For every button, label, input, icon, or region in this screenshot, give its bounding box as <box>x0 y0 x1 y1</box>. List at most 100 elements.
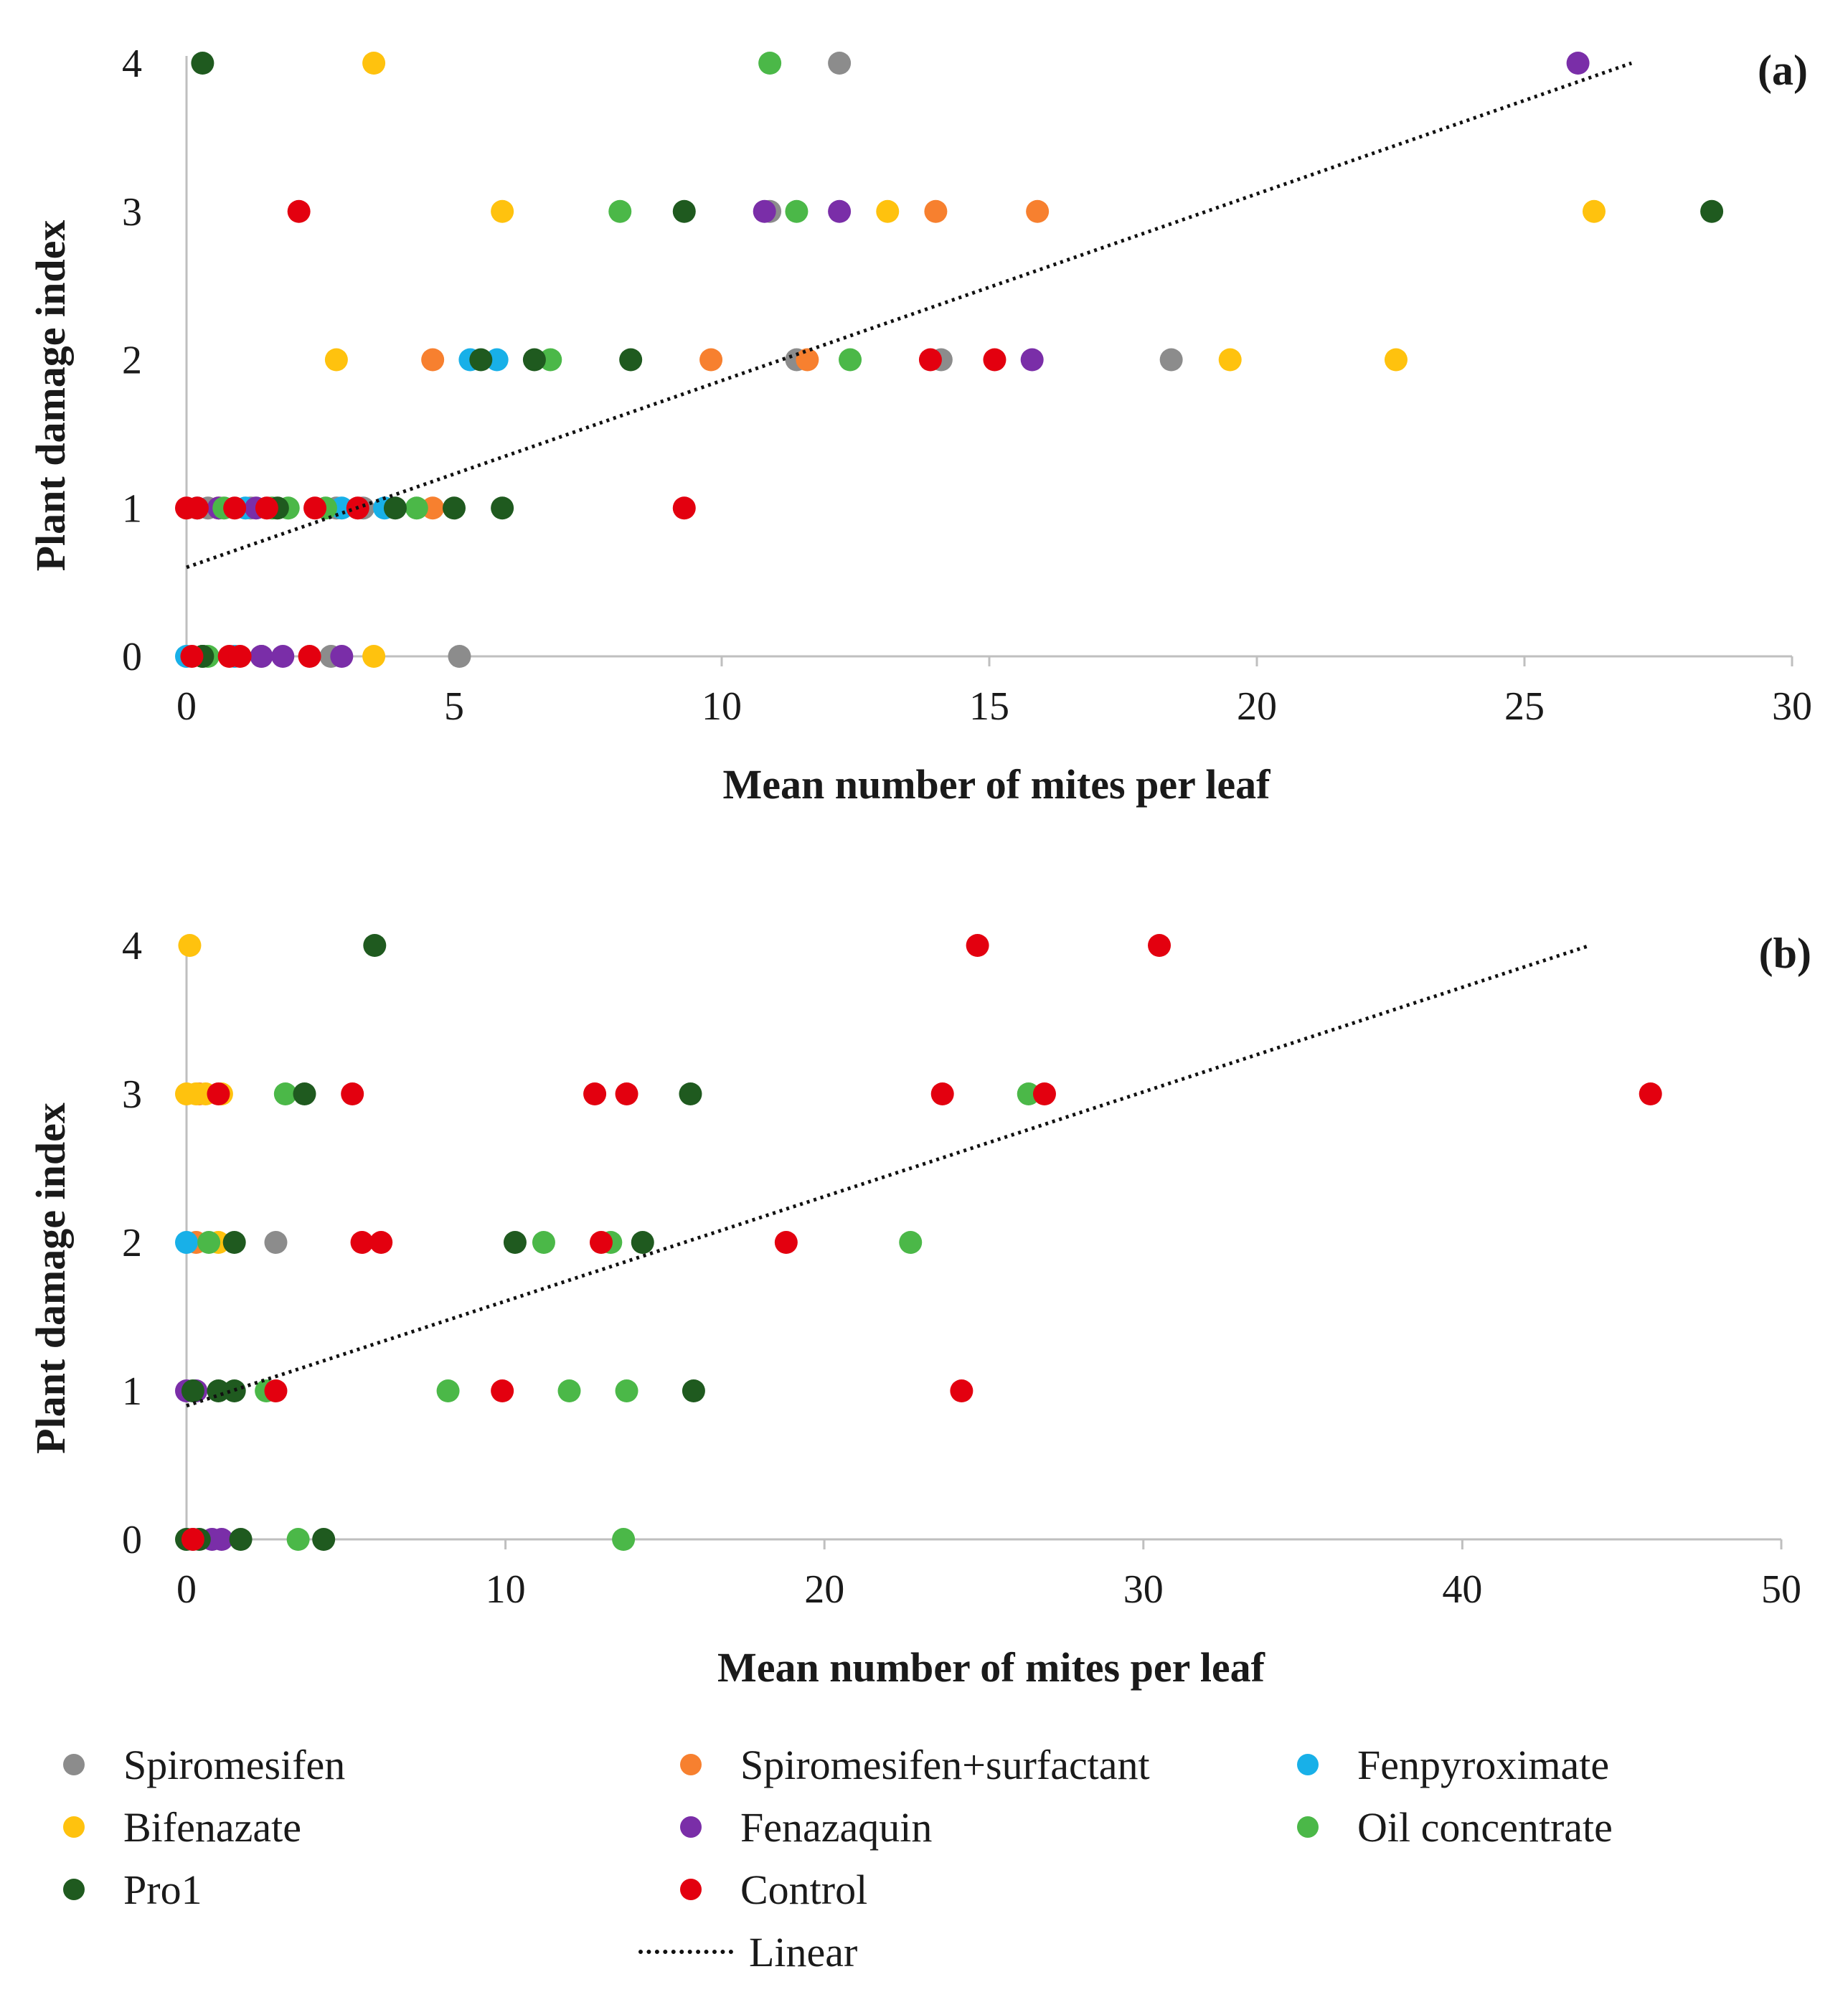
x-tick-label: 50 <box>1761 1567 1801 1612</box>
y-tick-label: 0 <box>122 1518 142 1562</box>
data-point <box>918 348 942 372</box>
y-tick-label: 1 <box>122 1369 142 1414</box>
data-point <box>341 1082 364 1105</box>
y-tick-label: 4 <box>122 42 142 86</box>
data-point <box>223 496 247 520</box>
legend-label: Bifenazate <box>123 1803 301 1851</box>
x-tick-label: 0 <box>176 1567 197 1612</box>
legend-label: Oil concentrate <box>1357 1803 1613 1851</box>
y-tick-label: 2 <box>122 339 142 383</box>
y-axis-title: Plant damage index <box>27 1103 74 1454</box>
data-point <box>255 496 278 520</box>
data-point <box>207 1082 230 1105</box>
x-tick-label: 30 <box>1123 1567 1164 1612</box>
data-point <box>983 348 1006 372</box>
data-point <box>796 348 819 372</box>
data-point <box>491 199 514 223</box>
legend-marker <box>63 1879 85 1900</box>
y-tick-label: 3 <box>122 1072 142 1117</box>
legend-marker <box>680 1879 702 1900</box>
data-point <box>876 199 900 223</box>
data-point <box>421 348 445 372</box>
x-tick-label: 0 <box>176 684 197 729</box>
data-point <box>207 1379 230 1402</box>
data-point <box>197 1231 221 1254</box>
x-tick-label: 15 <box>969 684 1009 729</box>
data-point <box>273 1082 297 1105</box>
legend-item-linear: Linear <box>638 1923 857 1981</box>
data-point <box>443 496 466 520</box>
data-point <box>1026 199 1050 223</box>
x-tick-label: 10 <box>702 684 742 729</box>
data-point <box>612 1528 636 1551</box>
data-point <box>250 645 273 668</box>
data-point <box>1384 348 1408 372</box>
data-point <box>369 1231 393 1254</box>
data-point <box>1159 348 1183 372</box>
legend-item-control: Control <box>680 1861 867 1918</box>
legend-marker <box>1297 1754 1319 1775</box>
data-point <box>350 1231 374 1254</box>
data-point <box>178 934 202 957</box>
data-point <box>522 348 546 372</box>
data-point <box>785 199 808 223</box>
legend-item-oil-concentrate: Oil concentrate <box>1297 1798 1613 1856</box>
data-point <box>293 1082 316 1105</box>
legend-marker <box>63 1816 85 1838</box>
data-point <box>679 1082 702 1105</box>
legend-linear-marker <box>638 1950 733 1954</box>
legend-item-spiromesifen-surfactant: Spiromesifen+surfactant <box>680 1736 1150 1793</box>
legend-label: Fenpyroximate <box>1357 1741 1610 1788</box>
data-point <box>615 1379 638 1402</box>
data-point <box>228 645 252 668</box>
legend-item-bifenazate: Bifenazate <box>63 1798 301 1856</box>
data-point <box>557 1379 581 1402</box>
legend-marker <box>680 1816 702 1838</box>
x-tick-label: 30 <box>1772 684 1812 729</box>
data-point <box>271 645 295 668</box>
data-point <box>828 199 852 223</box>
data-point <box>405 496 428 520</box>
data-point <box>583 1082 607 1105</box>
data-point <box>950 1379 974 1402</box>
data-point <box>699 348 723 372</box>
data-point <box>436 1379 460 1402</box>
data-point <box>264 1231 288 1254</box>
data-point <box>966 934 989 957</box>
data-point <box>181 1528 204 1551</box>
data-point <box>539 348 562 372</box>
data-point <box>312 1528 336 1551</box>
legend-label: Fenazaquin <box>740 1803 933 1851</box>
legend-item-spiromesifen: Spiromesifen <box>63 1736 345 1793</box>
data-point <box>209 1528 233 1551</box>
x-axis-title: Mean number of mites per leaf <box>717 1644 1265 1691</box>
x-tick-label: 20 <box>804 1567 844 1612</box>
y-tick-label: 3 <box>122 190 142 235</box>
data-point <box>324 348 348 372</box>
data-point <box>1700 199 1724 223</box>
legend-item-pro1: Pro1 <box>63 1861 202 1918</box>
data-point <box>286 1528 310 1551</box>
data-point <box>491 496 514 520</box>
panel-label: (b) <box>1759 930 1811 977</box>
x-tick-label: 25 <box>1504 684 1545 729</box>
legend-item-fenpyroximate: Fenpyroximate <box>1297 1736 1609 1793</box>
data-point <box>383 496 407 520</box>
legend-marker <box>63 1754 85 1775</box>
data-point <box>615 1082 638 1105</box>
data-point <box>930 1082 954 1105</box>
y-tick-label: 1 <box>122 486 142 531</box>
data-point <box>672 199 696 223</box>
legend: Spiromesifen Spiromesifen+surfactant Fen… <box>43 1722 1822 1987</box>
trendline <box>186 61 1633 570</box>
data-point <box>362 645 386 668</box>
legend-marker <box>680 1754 702 1775</box>
data-point <box>532 1231 555 1254</box>
data-point <box>753 199 776 223</box>
y-tick-label: 0 <box>122 635 142 679</box>
legend-label: Linear <box>749 1928 858 1976</box>
legend-marker <box>1297 1816 1319 1838</box>
data-point <box>1032 1082 1056 1105</box>
data-point <box>631 1231 654 1254</box>
data-point <box>924 199 948 223</box>
